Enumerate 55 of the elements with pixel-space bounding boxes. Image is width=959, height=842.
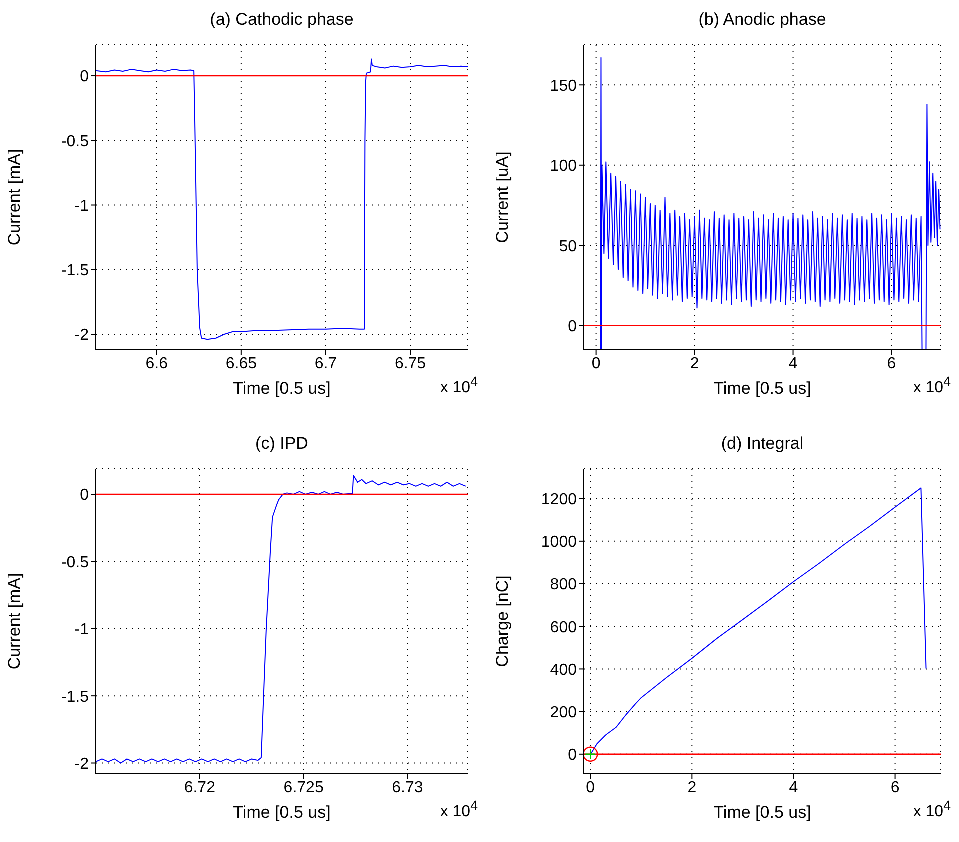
x-tick-label: 2	[690, 355, 700, 372]
y-axis-title: Current [mA]	[5, 573, 24, 670]
y-tick-label: 400	[550, 662, 578, 679]
x-tick-label: 0	[586, 779, 596, 796]
x-tick-label: 6.65	[226, 355, 258, 372]
line-series	[96, 58, 468, 340]
x-tick-label: 6.72	[184, 779, 216, 796]
y-axis-title: Charge [nC]	[493, 576, 512, 668]
text: x 10$^{4}$	[913, 798, 951, 822]
y-tick-label: 600	[550, 619, 578, 636]
y-tick-label: -0.5	[61, 554, 90, 572]
chart-title: (c) IPD	[254, 434, 310, 454]
x-tick-label: 2	[688, 779, 697, 796]
chart-title: (a) Cathodic phase	[209, 10, 355, 30]
y-tick-label: -2	[74, 327, 90, 344]
text: x 10$^{4}$	[913, 374, 951, 398]
x-axis-title: Time [0.5 us]	[714, 379, 812, 398]
x-tick-label: 4	[788, 355, 798, 372]
y-axis-title: Current [uA]	[493, 152, 512, 244]
y-tick-label: 0	[568, 747, 578, 764]
y-tick-label: 1000	[541, 534, 578, 552]
y-tick-label: -0.5	[61, 133, 90, 150]
x-tick-label: 6.75	[394, 355, 426, 372]
y-tick-label: 1200	[541, 492, 578, 508]
y-tick-label: 200	[550, 704, 578, 722]
chart-title: (b) Anodic phase	[698, 10, 828, 30]
line-series	[96, 475, 466, 764]
text: x 10$^{4}$	[440, 374, 478, 398]
x-tick-label: 4	[789, 779, 798, 796]
x-tick-label: 6.725	[284, 779, 324, 796]
x-tick-label: 6.73	[392, 779, 424, 796]
y-tick-label: 150	[550, 78, 578, 95]
x-tick-label: 6	[887, 355, 896, 372]
chart-title: (d) Integral	[720, 434, 805, 454]
x-tick-label: 6.6	[146, 355, 168, 372]
y-tick-label: -1	[74, 198, 90, 215]
y-tick-label: 0	[568, 318, 578, 336]
y-tick-label: 50	[559, 238, 578, 256]
y-tick-label: 100	[550, 158, 578, 176]
y-tick-label: -1.5	[61, 688, 90, 706]
x-tick-label: 6.7	[314, 355, 338, 372]
y-tick-label: 0	[80, 487, 90, 504]
x-axis-title: Time [0.5 us]	[233, 379, 331, 398]
x-axis-title: Time [0.5 us]	[714, 803, 812, 822]
y-axis-title: Current [mA]	[5, 149, 24, 246]
x-axis-title: Time [0.5 us]	[233, 803, 331, 822]
y-tick-label: 0	[80, 68, 90, 86]
x-tick-label: 6	[890, 779, 900, 796]
y-tick-label: -1	[74, 622, 90, 639]
y-tick-label: -2	[74, 756, 90, 773]
y-tick-label: -1.5	[61, 262, 90, 280]
y-tick-label: 800	[550, 576, 578, 594]
line-series	[600, 57, 941, 350]
text: x 10$^{4}$	[440, 798, 478, 822]
x-tick-label: 0	[592, 355, 601, 372]
